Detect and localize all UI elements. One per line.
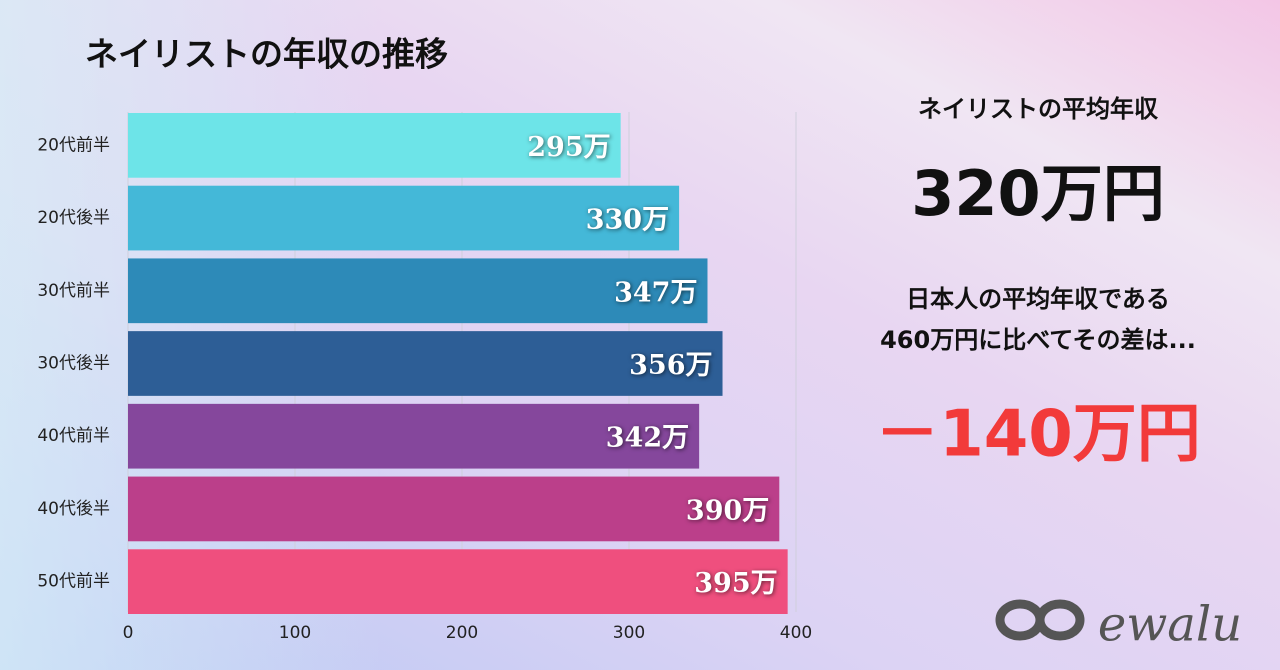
bar xyxy=(128,185,680,251)
value-label: 356万 xyxy=(629,350,712,381)
x-tick-label: 400 xyxy=(780,623,812,643)
bar xyxy=(128,258,708,324)
income-difference: －140万円 xyxy=(875,398,1201,472)
y-tick-label: 50代前半 xyxy=(37,572,110,592)
y-tick-label: 40代前半 xyxy=(37,426,110,446)
bar xyxy=(128,549,788,615)
chart-title: ネイリストの年収の推移 xyxy=(85,35,448,74)
logo-text: ewalu xyxy=(1098,597,1242,653)
logo xyxy=(995,599,1085,641)
value-label: 395万 xyxy=(694,568,777,599)
note-line: 日本人の平均年収である xyxy=(906,285,1170,313)
y-tick-label: 30代前半 xyxy=(37,281,110,301)
average-income: 320万円 xyxy=(911,157,1164,230)
y-tick-label: 30代後半 xyxy=(37,354,110,374)
y-tick-label: 40代後半 xyxy=(37,499,110,519)
plot: 0 100 200 300 400 20代前半 295万 20代後半 330万 30代前半 347万… xyxy=(37,112,812,643)
x-tick-label: 100 xyxy=(279,623,311,643)
logo-icon xyxy=(1035,599,1085,641)
x-tick-label: 0 xyxy=(123,623,134,643)
note-line: 460万円に比べてその差は... xyxy=(880,326,1196,354)
value-label: 330万 xyxy=(586,205,669,236)
y-tick-label: 20代後半 xyxy=(37,208,110,228)
value-label: 295万 xyxy=(527,132,610,163)
y-tick-label: 20代前半 xyxy=(37,135,110,155)
value-label: 347万 xyxy=(614,277,697,308)
bar xyxy=(128,112,621,178)
x-tick-label: 200 xyxy=(446,623,478,643)
bar xyxy=(128,403,700,469)
value-label: 390万 xyxy=(686,495,769,526)
value-label: 342万 xyxy=(606,423,689,454)
panel-heading: ネイリストの平均年収 xyxy=(918,95,1159,123)
bar xyxy=(128,476,780,542)
bar xyxy=(128,331,723,396)
x-tick-label: 300 xyxy=(613,623,645,643)
